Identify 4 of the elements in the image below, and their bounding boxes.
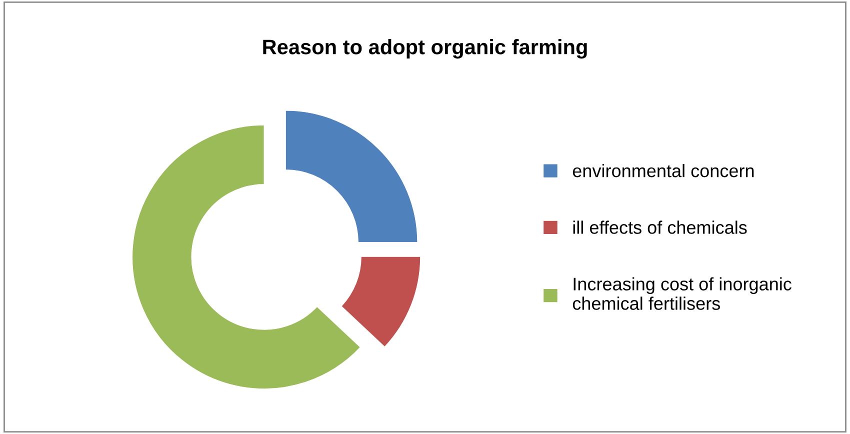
legend-label: ill effects of chemicals	[573, 220, 747, 234]
legend-label: Increasing cost of inorganic chemical fertilisers	[572, 277, 792, 310]
legend-label: environmental concern	[572, 164, 754, 178]
chart-title: Reason to adopt organic farming	[263, 39, 587, 59]
